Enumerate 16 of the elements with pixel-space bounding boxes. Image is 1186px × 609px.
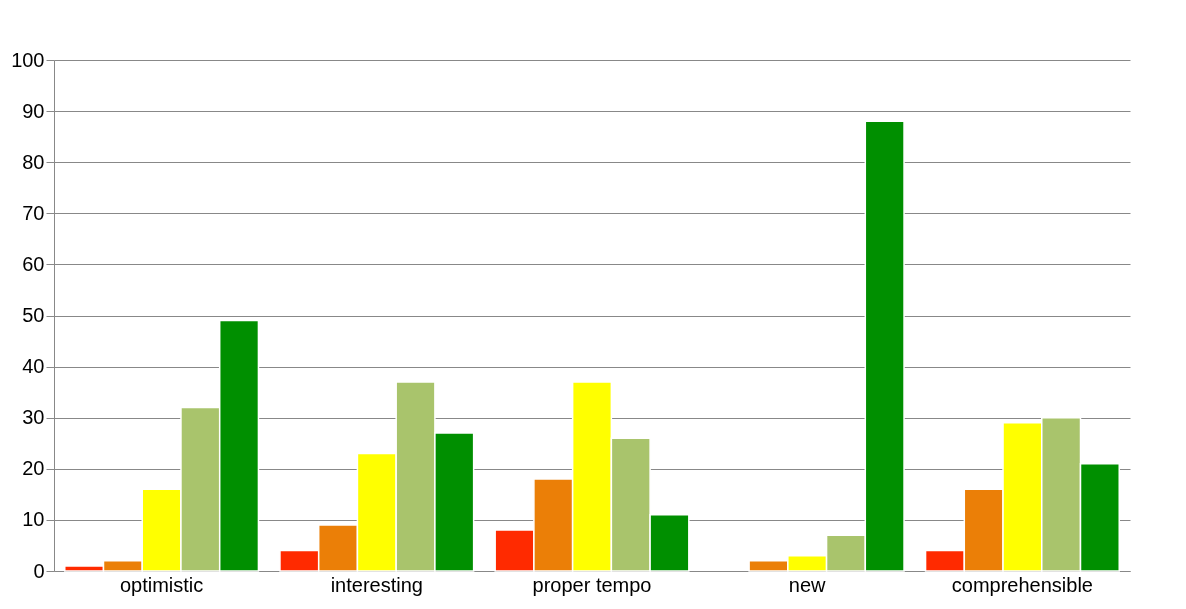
x-tick-label: new	[788, 573, 827, 596]
y-tick-label: 40	[22, 355, 45, 378]
x-tick-label: interesting	[330, 573, 423, 596]
x-tick-label: optimistic	[119, 573, 204, 596]
y-tick-label: 60	[22, 252, 45, 275]
y-tick-label: 80	[22, 150, 45, 173]
y-tick-label: 90	[22, 99, 45, 122]
x-tick-label: comprehensible	[951, 573, 1093, 596]
y-tick-label: 70	[22, 201, 45, 224]
y-tick-label: 100	[11, 48, 45, 71]
x-tick-label: proper tempo	[532, 573, 652, 596]
y-tick-label: 30	[22, 406, 45, 429]
y-tick-label: 50	[22, 304, 45, 326]
y-tick-label: 10	[22, 508, 45, 531]
y-tick-label: 0	[33, 559, 45, 582]
y-tick-label: 20	[22, 457, 45, 480]
